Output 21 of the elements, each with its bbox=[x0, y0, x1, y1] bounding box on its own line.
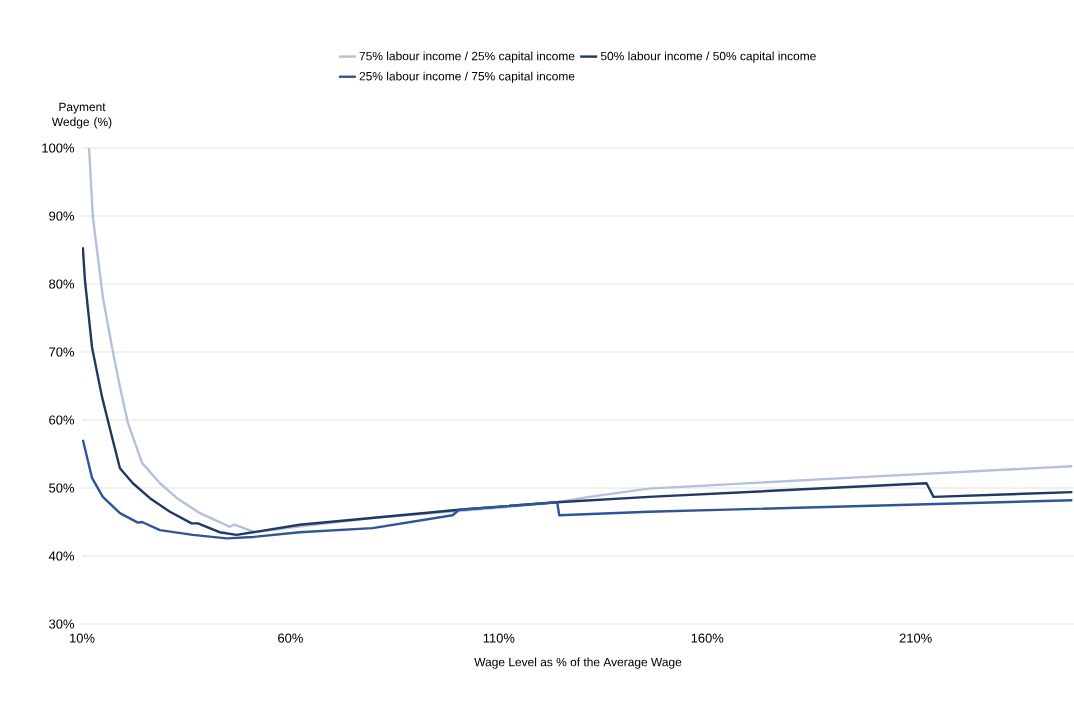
y-tick-label: 90% bbox=[49, 211, 75, 221]
legend-label: 75% labour income / 25% capital income bbox=[359, 51, 575, 63]
line-series bbox=[87, 148, 1074, 534]
y-tick-label: 80% bbox=[49, 279, 75, 289]
y-tick-label: 60% bbox=[49, 415, 75, 425]
line-series bbox=[82, 438, 1074, 540]
y-tick-label: 70% bbox=[49, 347, 75, 357]
x-tick-label: 110% bbox=[483, 633, 515, 643]
legend-label: 25% labour income / 75% capital income bbox=[359, 71, 575, 83]
x-tick-label: 60% bbox=[278, 633, 303, 643]
x-tick-label: 160% bbox=[691, 633, 724, 643]
y-axis-title: Payment Wedge (%) bbox=[51, 102, 112, 129]
y-tick-label: 30% bbox=[49, 619, 75, 629]
y-tick-label: 40% bbox=[48, 551, 75, 561]
x-tick-label: 210% bbox=[899, 633, 932, 643]
y-tick-label: 50% bbox=[49, 483, 75, 493]
x-axis-title: Wage Level as % of the Average Wage bbox=[474, 657, 682, 669]
y-tick-label: 100% bbox=[42, 143, 75, 153]
legend-label: 50% labour income / 50% capital income bbox=[600, 51, 816, 63]
x-tick-label: 10% bbox=[70, 633, 95, 643]
line-series bbox=[82, 246, 1074, 537]
